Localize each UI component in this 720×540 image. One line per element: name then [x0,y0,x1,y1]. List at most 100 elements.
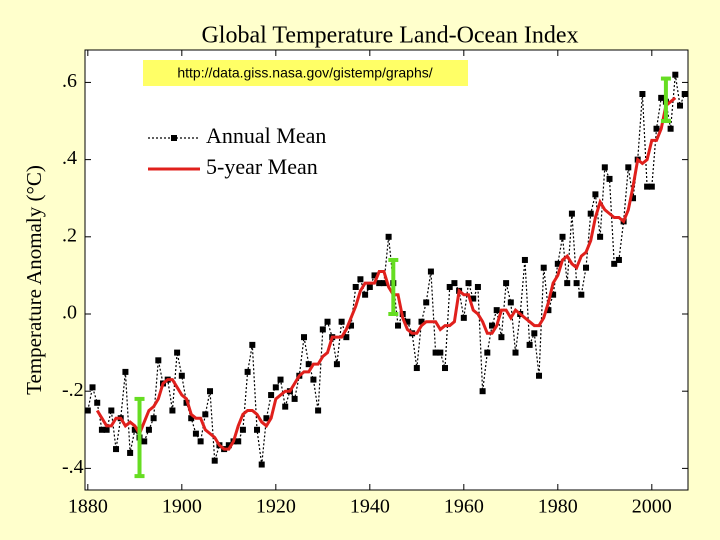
annual-point [568,210,575,217]
annual-point [531,330,538,337]
annual-point [291,395,298,402]
annual-point [484,349,491,356]
annual-point [282,403,289,410]
annual-point [258,461,265,468]
annual-point [550,291,557,298]
annual-point [489,322,496,329]
y-tick-label: -.4 [62,456,84,478]
x-tick-label: 1900 [162,496,202,518]
annual-point [301,334,308,341]
annual-point [493,307,500,314]
annual-point [451,280,458,287]
y-tick-label: .6 [62,70,77,92]
annual-point [277,376,284,383]
annual-point [597,233,604,240]
annual-point [573,280,580,287]
annual-point [536,372,543,379]
y-axis-label: Temperature Anomaly (°C) [22,165,46,395]
annual-point [197,438,204,445]
annual-point [606,175,613,182]
annual-point [442,365,449,372]
annual-point [376,280,383,287]
annual-point [601,164,608,171]
annual-point [658,94,665,101]
annual-point [188,415,195,422]
annual-point [366,283,373,290]
annual-point [244,368,251,375]
annual-point [145,426,152,433]
annual-point [174,349,181,356]
annual-point [207,388,214,395]
annual-point [521,256,528,263]
annual-point [357,276,364,283]
annual-point [254,426,261,433]
annual-point [155,357,162,364]
annual-point [437,349,444,356]
legend-label: 5-year Mean [206,154,318,179]
annual-point [94,399,101,406]
annual-point [611,260,618,267]
annual-point [474,283,481,290]
annual-point [677,102,684,109]
legend-label: Annual Mean [206,123,326,148]
annual-point [263,415,270,422]
annual-point [395,322,402,329]
annual-point [371,272,378,279]
annual-point [498,334,505,341]
annual-point [615,256,622,263]
annual-point [667,125,674,132]
annual-point [578,291,585,298]
y-tick-label: .4 [62,147,77,169]
annual-point [540,264,547,271]
annual-point [122,368,129,375]
annual-point [150,415,157,422]
annual-point [564,280,571,287]
annual-point [333,361,340,368]
annual-point [418,318,425,325]
annual-point [343,334,350,341]
annual-point [672,71,679,78]
annual-point [385,233,392,240]
annual-point [352,283,359,290]
annual-point [141,438,148,445]
x-tick-label: 1880 [68,496,108,518]
annual-point [423,299,430,306]
annual-point [470,295,477,302]
plot-area [84,49,689,491]
annual-point [338,318,345,325]
x-tick-label: 2000 [632,496,672,518]
annual-point [202,411,209,418]
annual-point [460,314,467,321]
annual-point [648,183,655,190]
annual-point [587,210,594,217]
annual-point [131,426,138,433]
annual-point [380,280,387,287]
chart-title: Global Temperature Land-Ocean Index [201,23,578,49]
annotation: http://data.giss.nasa.gov/gistemp/graphs… [177,65,432,81]
x-tick-label: 1960 [444,496,484,518]
annual-point [103,426,110,433]
annual-point [268,392,275,399]
y-tick-label: -.2 [62,379,84,401]
annual-point [545,307,552,314]
annual-point [432,349,439,356]
mean-line [95,96,677,451]
annual-point [404,318,411,325]
annual-point [315,407,322,414]
annual-point [512,349,519,356]
annual-point [113,446,120,453]
annual-point [554,260,561,267]
annual-point [127,449,134,456]
annual-point [310,376,317,383]
annual-point [108,407,115,414]
x-tick-label: 1980 [538,496,578,518]
annual-point [305,361,312,368]
annual-point [465,280,472,287]
annual-point [503,280,510,287]
legend-point [171,135,177,141]
annual-point [319,326,326,333]
annual-point [348,322,355,329]
annual-point [225,442,232,449]
